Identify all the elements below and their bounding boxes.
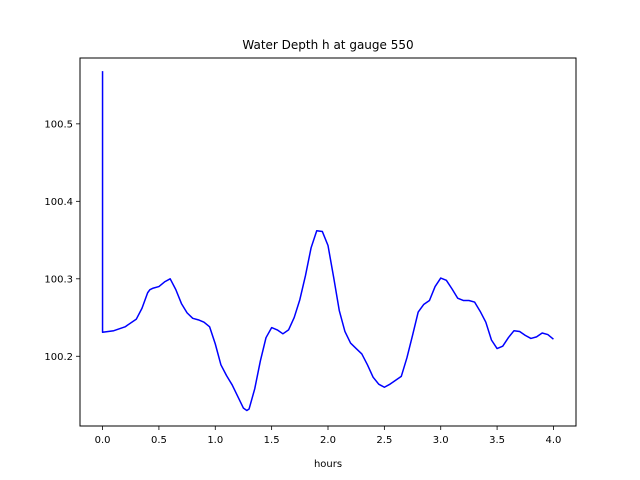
- x-tick-label: 1.0: [207, 435, 223, 446]
- x-tick-label: 1.5: [264, 435, 280, 446]
- x-tick-label: 0.0: [95, 435, 111, 446]
- x-tick-label: 3.5: [489, 435, 505, 446]
- chart-title: Water Depth h at gauge 550: [242, 38, 413, 52]
- x-tick-label: 4.0: [546, 435, 562, 446]
- x-tick-label: 2.5: [376, 435, 392, 446]
- x-tick-label: 3.0: [433, 435, 449, 446]
- y-tick-label: 100.4: [44, 197, 73, 208]
- x-tick-label: 2.0: [320, 435, 336, 446]
- x-tick-label: 0.5: [151, 435, 167, 446]
- x-axis-label: hours: [314, 459, 342, 470]
- y-tick-label: 100.5: [44, 119, 73, 130]
- series-line-0: [101, 71, 554, 412]
- y-tick-label: 100.2: [44, 352, 73, 363]
- y-tick-label: 100.3: [44, 274, 73, 285]
